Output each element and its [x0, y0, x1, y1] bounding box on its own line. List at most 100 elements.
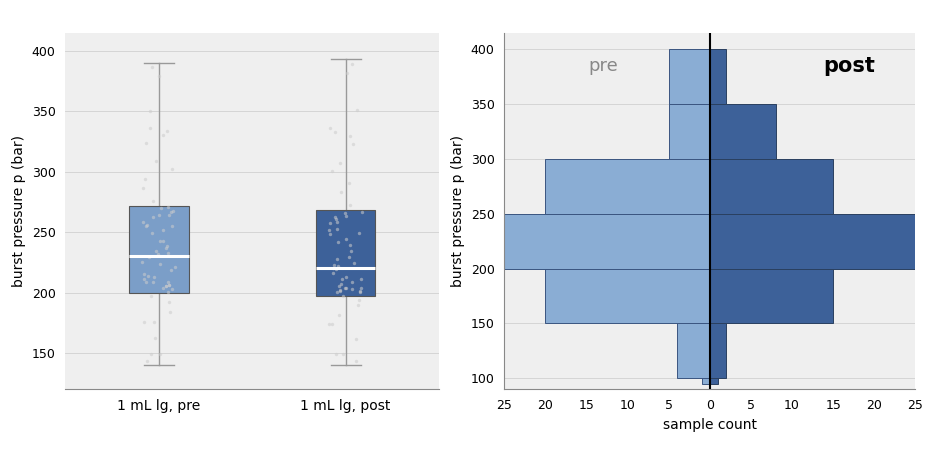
Point [335, 351, 350, 358]
Point [156, 237, 171, 244]
Point [140, 221, 155, 229]
Point [158, 282, 173, 290]
Point [333, 280, 348, 288]
Bar [669, 49, 710, 104]
Bar [710, 378, 718, 384]
Point [335, 292, 350, 299]
Point [165, 165, 180, 173]
Point [161, 204, 176, 211]
Point [150, 250, 165, 258]
Point [162, 299, 177, 306]
Point [330, 218, 345, 225]
Point [152, 261, 167, 268]
Point [341, 179, 356, 186]
Point [343, 202, 358, 209]
Bar [710, 269, 833, 324]
Point [161, 288, 176, 295]
Point [141, 254, 156, 261]
Bar [669, 104, 710, 159]
Bar [316, 211, 375, 296]
Point [334, 276, 349, 283]
Point [321, 320, 336, 327]
Point [353, 288, 368, 296]
Point [351, 296, 366, 303]
Point [338, 212, 353, 219]
Point [155, 284, 170, 291]
Point [342, 253, 357, 261]
Point [161, 278, 176, 285]
Point [331, 238, 346, 246]
Point [153, 204, 168, 212]
Point [329, 216, 344, 223]
Point [151, 72, 166, 80]
Point [322, 124, 337, 132]
Bar [710, 104, 775, 159]
Point [322, 219, 337, 227]
Point [345, 285, 360, 292]
Point [139, 357, 154, 364]
Point [159, 282, 174, 290]
Point [332, 311, 347, 318]
Point [160, 128, 175, 135]
Point [326, 265, 341, 272]
Point [354, 209, 369, 216]
Point [339, 69, 354, 77]
Bar [677, 324, 710, 378]
Point [333, 188, 348, 196]
Point [325, 320, 340, 328]
Point [332, 282, 347, 290]
X-axis label: sample count: sample count [663, 417, 757, 431]
Point [164, 285, 179, 293]
Point [327, 213, 342, 221]
Point [156, 227, 171, 234]
Point [326, 261, 341, 268]
Point [137, 270, 152, 277]
Point [343, 132, 358, 139]
Point [160, 250, 175, 257]
Point [148, 334, 163, 342]
Point [159, 242, 174, 250]
Point [143, 107, 158, 115]
Y-axis label: burst pressure p (bar): burst pressure p (bar) [451, 135, 465, 287]
Point [149, 248, 163, 255]
Point [322, 226, 337, 234]
Point [149, 158, 163, 165]
Point [338, 210, 353, 217]
Point [338, 273, 353, 280]
Point [345, 278, 360, 286]
Point [347, 259, 361, 266]
Point [138, 222, 153, 229]
Point [162, 211, 177, 219]
Point [145, 197, 160, 204]
Point [331, 262, 346, 270]
Point [134, 259, 149, 266]
Point [137, 175, 152, 183]
Bar [545, 269, 710, 324]
Point [333, 287, 347, 294]
Point [136, 276, 151, 283]
Point [338, 284, 353, 292]
Point [350, 302, 365, 309]
Point [168, 263, 183, 271]
Point [344, 60, 359, 68]
Point [163, 308, 177, 316]
Point [144, 350, 159, 357]
Point [165, 207, 180, 215]
Point [135, 184, 150, 192]
Bar [710, 159, 833, 214]
Point [164, 223, 179, 230]
Point [153, 350, 168, 357]
Point [324, 167, 339, 175]
Point [141, 272, 156, 280]
Point [144, 293, 159, 300]
Text: post: post [824, 56, 875, 76]
Bar [710, 214, 915, 269]
Point [162, 281, 177, 288]
Bar [504, 214, 710, 269]
Point [138, 278, 153, 286]
Point [343, 241, 358, 249]
Point [146, 213, 161, 220]
Point [330, 225, 345, 233]
Bar [710, 49, 727, 104]
Point [346, 140, 361, 148]
